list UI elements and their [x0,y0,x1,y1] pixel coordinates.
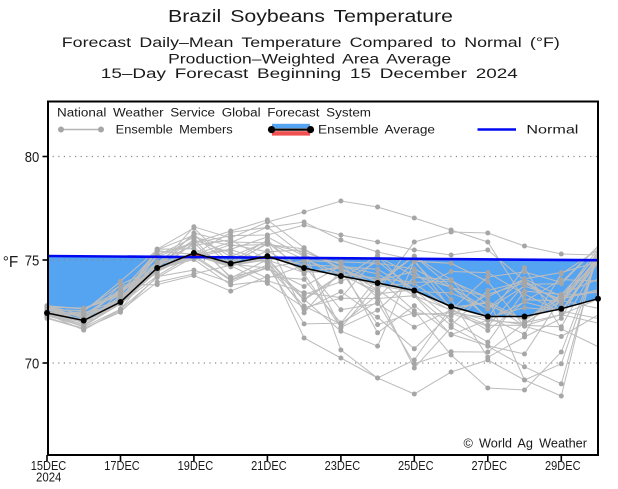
svg-text:75: 75 [25,252,40,269]
svg-text:15DEC: 15DEC [31,459,67,473]
svg-text:17DEC: 17DEC [104,459,140,473]
svg-text:°F: °F [3,254,19,271]
svg-text:21DEC: 21DEC [251,459,287,473]
svg-text:National Weather Service Globa: National Weather Service Global Forecast… [57,108,371,120]
svg-text:19DEC: 19DEC [178,459,214,473]
svg-text:Ensemble Average: Ensemble Average [318,125,435,137]
svg-text:15–Day Forecast Beginning 15 D: 15–Day Forecast Beginning 15 December 20… [101,66,519,81]
svg-text:2024: 2024 [36,471,61,485]
svg-text:Normal: Normal [526,125,578,137]
svg-text:25DEC: 25DEC [398,459,434,473]
svg-text:29DEC: 29DEC [545,459,581,473]
svg-text:© World Ag Weather: © World Ag Weather [464,436,588,450]
svg-text:27DEC: 27DEC [472,459,508,473]
svg-text:80: 80 [25,149,40,166]
svg-text:70: 70 [25,355,40,372]
svg-text:23DEC: 23DEC [325,459,361,473]
svg-text:Forecast Daily–Mean Temperatur: Forecast Daily–Mean Temperature Compared… [62,35,560,50]
svg-text:Brazil Soybeans Temperature: Brazil Soybeans Temperature [168,6,453,26]
svg-text:Ensemble Members: Ensemble Members [116,125,233,137]
svg-text:Production–Weighted Area Avera: Production–Weighted Area Average [168,52,451,67]
